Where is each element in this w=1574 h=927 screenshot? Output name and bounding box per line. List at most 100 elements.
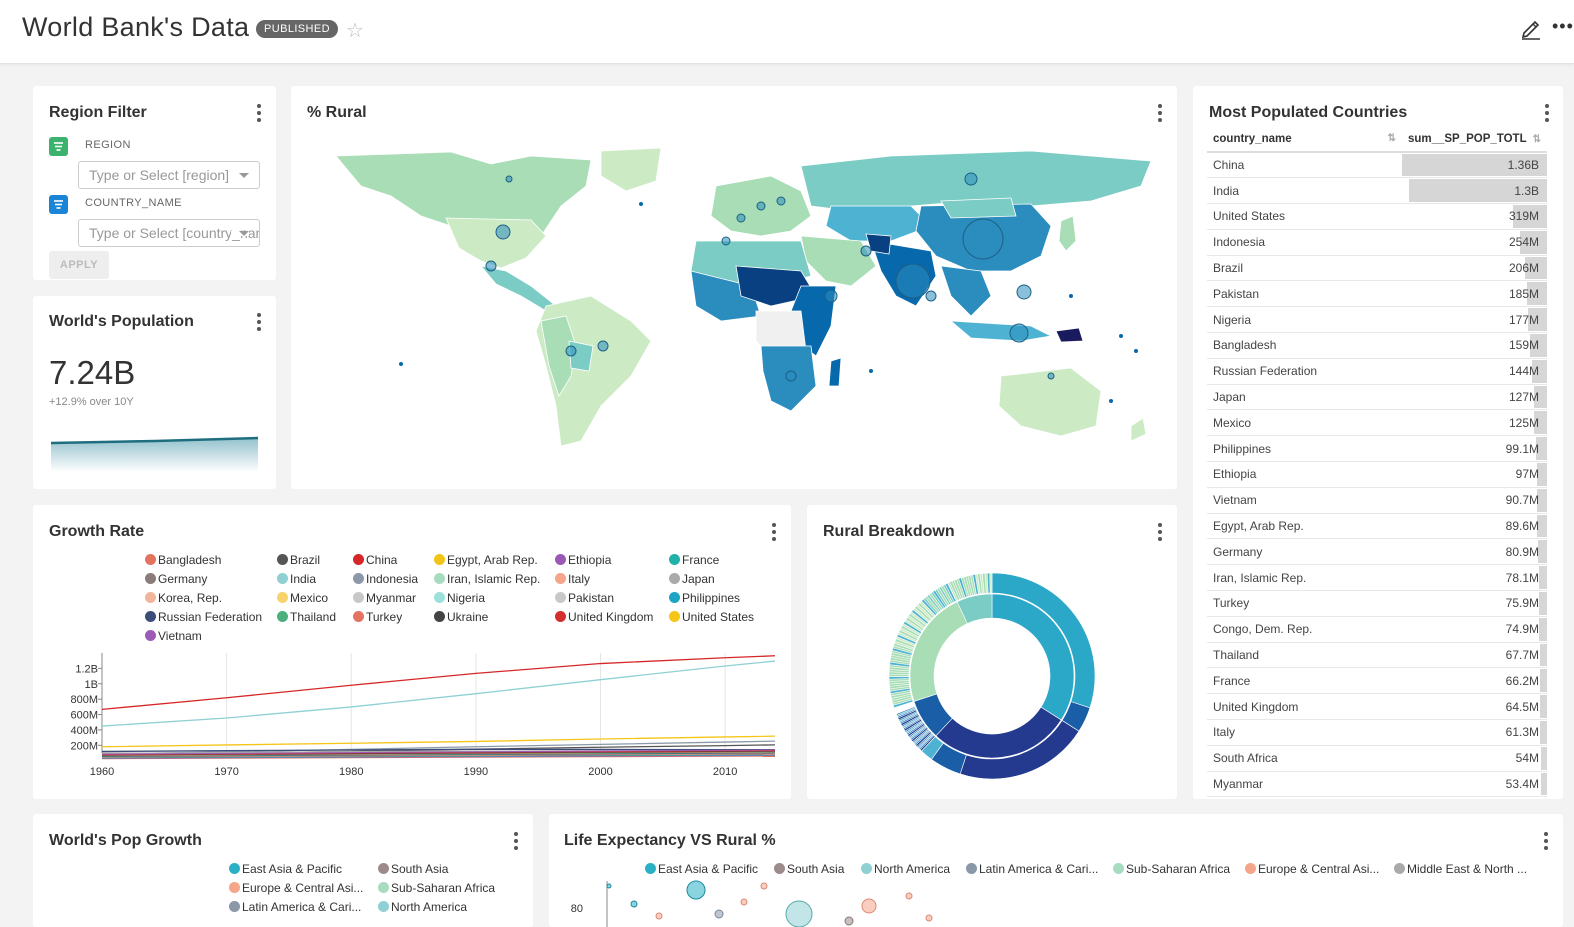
card-menu-icon[interactable]: [256, 313, 262, 331]
sort-icon[interactable]: ⇅: [1387, 133, 1396, 144]
legend-item[interactable]: Bangladesh: [145, 553, 221, 567]
legend-item[interactable]: Ethiopia: [555, 553, 611, 567]
legend-item[interactable]: Europe & Central Asi...: [229, 881, 363, 895]
table-row[interactable]: Italy 61.3M: [1207, 719, 1547, 746]
card-menu-icon[interactable]: [771, 523, 777, 541]
table-row[interactable]: Japan 127M: [1207, 384, 1547, 411]
table-row[interactable]: United States 319M: [1207, 203, 1547, 230]
legend-item[interactable]: North America: [378, 900, 467, 914]
legend-label: Ukraine: [447, 610, 489, 624]
value-bar: [1537, 488, 1547, 512]
chevron-down-icon: [239, 173, 249, 178]
legend-item[interactable]: Myanmar: [353, 591, 416, 605]
table-row[interactable]: Vietnam 90.7M: [1207, 487, 1547, 514]
card-menu-icon[interactable]: [1543, 832, 1549, 850]
legend-dot-icon: [277, 592, 288, 603]
column-header-population[interactable]: sum__SP_POP_TOTL ⇅: [1401, 128, 1547, 153]
table-row[interactable]: Congo, Dem. Rep. 74.9M: [1207, 616, 1547, 643]
legend-item[interactable]: Mexico: [277, 591, 328, 605]
table-row[interactable]: Myanmar 53.4M: [1207, 771, 1547, 798]
legend-item[interactable]: Germany: [145, 572, 207, 586]
legend-item[interactable]: United States: [669, 610, 754, 624]
legend-item[interactable]: Latin America & Cari...: [229, 900, 361, 914]
sunburst-segment: [893, 642, 914, 652]
table-row[interactable]: Ethiopia 97M: [1207, 461, 1547, 488]
region-select[interactable]: Type or Select [region]: [78, 161, 260, 189]
more-horizontal-icon[interactable]: •••: [1552, 16, 1574, 36]
table-row[interactable]: Bangladesh 159M: [1207, 332, 1547, 359]
sunburst-chart[interactable]: [889, 573, 1095, 779]
growth-line-chart[interactable]: 1960 1970 1980 1990 2000 2010 200M 400M 600M 800M…: [33, 645, 791, 785]
table-row[interactable]: France 66.2M: [1207, 667, 1547, 695]
map-region-png: [1055, 327, 1084, 343]
table-row[interactable]: Egypt, Arab Rep. 89.6M: [1207, 513, 1547, 540]
table-row[interactable]: South Africa 54M: [1207, 745, 1547, 772]
table-row[interactable]: Thailand 67.7M: [1207, 642, 1547, 669]
table-row[interactable]: Mexico 125M: [1207, 409, 1547, 437]
legend-item[interactable]: Japan: [669, 572, 715, 586]
table-row[interactable]: Turkey 75.9M: [1207, 590, 1547, 617]
legend-item[interactable]: Europe & Central Asi...: [1245, 862, 1379, 876]
legend-item[interactable]: Latin America & Cari...: [966, 862, 1098, 876]
legend-item[interactable]: United Kingdom: [555, 610, 653, 624]
card-menu-icon[interactable]: [256, 104, 262, 122]
legend-item[interactable]: Italy: [555, 572, 590, 586]
legend-item[interactable]: Nigeria: [434, 591, 485, 605]
legend-item[interactable]: East Asia & Pacific: [645, 862, 758, 876]
life-expectancy-scatter[interactable]: 80: [549, 876, 1563, 927]
legend-item[interactable]: Iran, Islamic Rep.: [434, 572, 540, 586]
legend-item[interactable]: Egypt, Arab Rep.: [434, 553, 538, 567]
table-row[interactable]: Germany 80.9M: [1207, 538, 1547, 566]
legend-item[interactable]: India: [277, 572, 316, 586]
country-name-select[interactable]: Type or Select [country_name]: [78, 219, 260, 247]
world-choropleth-map[interactable]: [331, 146, 1161, 466]
table-row[interactable]: India 1.3B: [1207, 177, 1547, 205]
legend-item[interactable]: Sub-Saharan Africa: [1113, 862, 1230, 876]
legend-label: Myanmar: [366, 591, 417, 605]
legend-item[interactable]: Korea, Rep.: [145, 591, 222, 605]
table-row[interactable]: China 1.36B: [1207, 152, 1547, 179]
pencil-icon[interactable]: [1520, 16, 1542, 40]
legend-item[interactable]: North America: [861, 862, 950, 876]
column-header-country[interactable]: country_name ⇅: [1207, 128, 1402, 153]
legend-item[interactable]: Middle East & North ...: [1394, 862, 1527, 876]
legend-item[interactable]: Thailand: [277, 610, 336, 624]
legend-item[interactable]: Vietnam: [145, 629, 202, 643]
table-row[interactable]: United Kingdom 64.5M: [1207, 693, 1547, 721]
card-menu-icon[interactable]: [1157, 104, 1163, 122]
legend-label: Sub-Saharan Africa: [1126, 862, 1231, 876]
table-row[interactable]: Pakistan 185M: [1207, 280, 1547, 308]
card-menu-icon[interactable]: [513, 832, 519, 850]
legend-dot-icon: [1113, 863, 1124, 874]
legend-item[interactable]: East Asia & Pacific: [229, 862, 342, 876]
published-badge[interactable]: PUBLISHED: [256, 20, 338, 38]
legend-item[interactable]: China: [353, 553, 397, 567]
legend-item[interactable]: Philippines: [669, 591, 740, 605]
table-row[interactable]: Nigeria 177M: [1207, 306, 1547, 334]
table-row[interactable]: Brazil 206M: [1207, 255, 1547, 282]
legend-item[interactable]: Sub-Saharan Africa: [378, 881, 495, 895]
legend-label: Nigeria: [447, 591, 486, 605]
legend-item[interactable]: South Asia: [774, 862, 844, 876]
legend-item[interactable]: Indonesia: [353, 572, 418, 586]
legend-item[interactable]: Brazil: [277, 553, 320, 567]
legend-item[interactable]: South Asia: [378, 862, 448, 876]
legend-item[interactable]: France: [669, 553, 719, 567]
apply-button[interactable]: APPLY: [49, 251, 109, 279]
x-tick-label: 1990: [464, 766, 488, 778]
legend-dot-icon: [861, 863, 872, 874]
star-icon[interactable]: ☆: [346, 20, 364, 42]
sunburst-segment: [909, 725, 927, 740]
table-row[interactable]: Russian Federation 144M: [1207, 358, 1547, 385]
legend-item[interactable]: Turkey: [353, 610, 402, 624]
table-row[interactable]: Iran, Islamic Rep. 78.1M: [1207, 564, 1547, 592]
sort-icon[interactable]: ⇅: [1532, 134, 1541, 145]
legend-item[interactable]: Ukraine: [434, 610, 488, 624]
table-row[interactable]: Indonesia 254M: [1207, 229, 1547, 256]
table-row[interactable]: Philippines 99.1M: [1207, 435, 1547, 463]
legend-item[interactable]: Pakistan: [555, 591, 614, 605]
legend-item[interactable]: Russian Federation: [145, 610, 262, 624]
card-menu-icon[interactable]: [1157, 523, 1163, 541]
card-menu-icon[interactable]: [1544, 104, 1550, 122]
sunburst-segment: [892, 699, 914, 709]
